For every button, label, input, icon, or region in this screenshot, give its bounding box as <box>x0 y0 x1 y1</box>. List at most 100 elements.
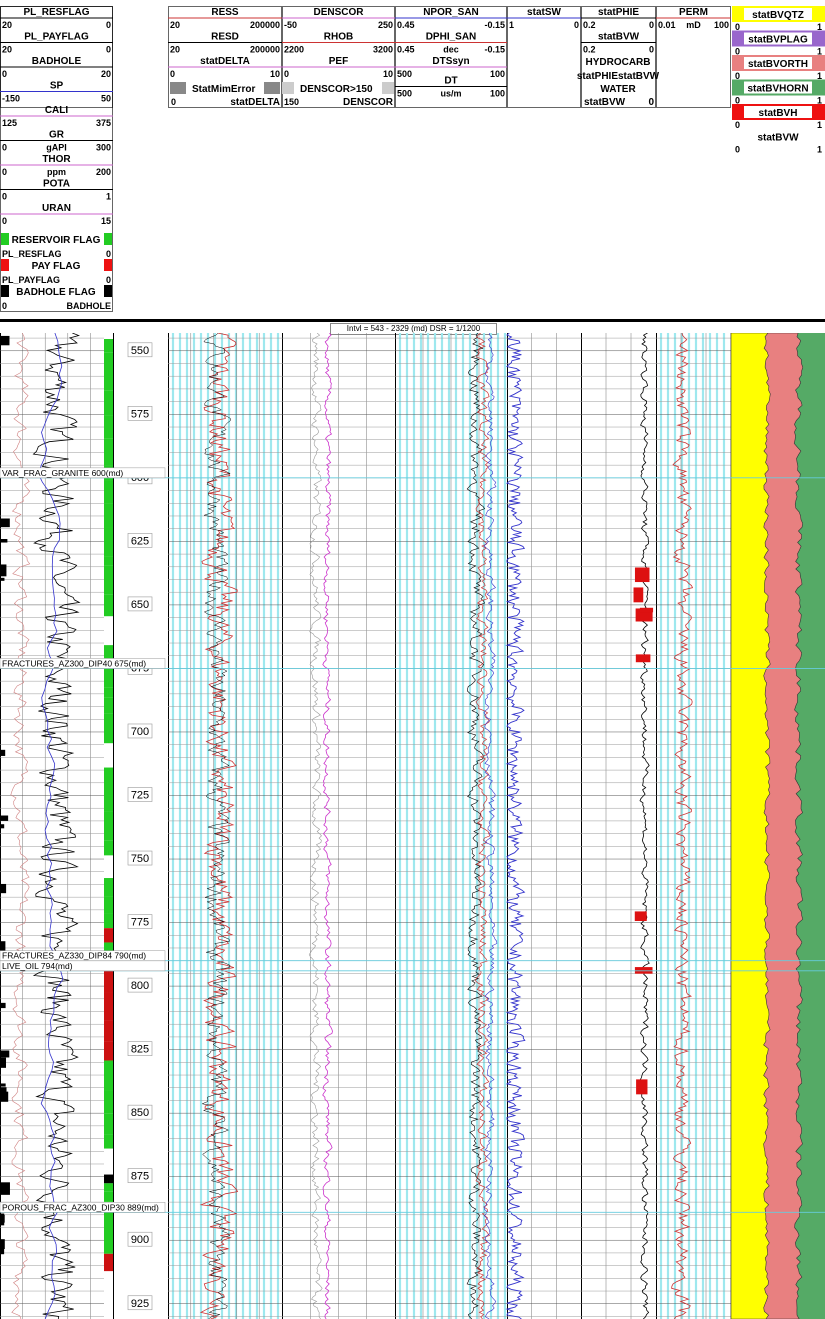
flag-strip-seg <box>104 1020 113 1042</box>
hydrocarb-fill <box>639 607 654 613</box>
marker-label-box <box>0 467 166 479</box>
flag-strip-seg <box>104 660 113 688</box>
badhole-mark <box>0 883 7 894</box>
flag-strip-seg <box>104 594 113 617</box>
mineral-name-1: statBVPLAG <box>748 35 808 46</box>
hdr-left-7-max: 1 <box>106 192 111 202</box>
badhole-mark <box>0 518 10 528</box>
marker-label: LIVE_OIL 794(md) <box>2 961 73 971</box>
depth-label-box <box>127 1231 153 1247</box>
depth-label-box <box>127 1041 153 1056</box>
mineral-box-2 <box>744 57 812 69</box>
flag-swatch-left-2 <box>1 285 9 297</box>
hdr-ress-0-title: RESS <box>211 7 239 18</box>
hdr-left-5-title: GR <box>49 130 65 141</box>
depth-tick-label: 875 <box>131 1171 149 1183</box>
flag-strip-seg <box>104 878 113 897</box>
legend-statdelta: statDELTA <box>230 97 280 108</box>
flag-strip-seg <box>104 1060 113 1091</box>
perm-curve <box>671 333 694 1319</box>
mineral-max-4: 1 <box>817 120 822 130</box>
header-col-frame <box>168 6 282 108</box>
hydrocarb-fill <box>634 911 647 922</box>
dt-curve <box>466 333 486 1319</box>
legend-min-a: 0 <box>171 97 176 107</box>
log-tracks: 5505756006256506757007257507758008258508… <box>0 333 825 1319</box>
hdr-ress-1-min: 20 <box>170 45 180 55</box>
badhole-mark <box>0 577 5 581</box>
hdr-left-1-min: 20 <box>2 45 12 55</box>
hdr-left-2-min: 0 <box>2 69 7 79</box>
flag-swatch-right-1 <box>104 259 112 271</box>
hdr-npor-1-min: 0.45 <box>397 45 415 55</box>
flag-strip-seg <box>104 697 113 714</box>
hdr-npor-0-title: NPOR_SAN <box>423 7 479 18</box>
flag-strip-seg <box>104 1280 113 1309</box>
hdr-left-1-max: 0 <box>106 45 111 55</box>
flag-title-2: BADHOLE FLAG <box>16 287 96 298</box>
depth-tick-label: 650 <box>131 599 149 611</box>
hdr-ress-2-min: 0 <box>170 69 175 79</box>
marker-label: FRACTURES_AZ300_DIP40 675(md) <box>2 658 146 668</box>
hdr-perm-title: PERM <box>679 7 708 18</box>
depth-tick-label: 725 <box>131 790 149 802</box>
hdr-npor-2-min: 500 <box>397 69 412 79</box>
header-col-frame <box>507 6 581 108</box>
flag-title-0: RESERVOIR FLAG <box>12 235 101 246</box>
flag-name-0: PL_RESFLAG <box>2 249 62 259</box>
hdr-left-8-max: 15 <box>101 216 111 226</box>
water-sub: statBVW <box>584 97 626 108</box>
hdr-npor-2-max: 100 <box>490 69 505 79</box>
depth-tick-label: 775 <box>131 917 149 929</box>
badhole-mark <box>0 1091 9 1102</box>
mineral-min-2: 0 <box>735 71 740 81</box>
hdr-left-2-max: 20 <box>101 69 111 79</box>
mineral-min-5: 0 <box>735 145 740 155</box>
hdr-left-3-max: 50 <box>101 94 111 104</box>
hdr-npor-1-unit: dec <box>443 45 459 55</box>
hdr-left-4-min: 125 <box>2 118 17 128</box>
mineral-max-0: 1 <box>817 22 822 32</box>
hydrocarb-fill <box>633 587 644 603</box>
hdr-dens-2-min: 0 <box>284 69 289 79</box>
badhole-mark <box>0 1057 7 1068</box>
hdr-dens-1-max: 3200 <box>373 45 393 55</box>
flag-strip-seg <box>104 855 113 879</box>
hdr-phie-0-title: statPHIE <box>598 7 639 18</box>
mineral-box-0 <box>744 8 812 20</box>
ress-curve <box>199 333 239 1319</box>
flag-strip-seg <box>104 743 113 768</box>
badhole-mark <box>0 539 8 543</box>
hdr-left-6-min: 0 <box>2 167 7 177</box>
hdr-ress-1-max: 200000 <box>250 45 280 55</box>
pef-curve <box>308 333 323 1319</box>
flag-strip-seg <box>104 339 113 353</box>
marker-label: FRACTURES_AZ330_DIP84 790(md) <box>2 951 146 961</box>
badhole-mark <box>0 1083 6 1087</box>
thor-curve <box>10 333 31 1319</box>
flag-strip-seg <box>104 896 113 914</box>
flag-max-1: 0 <box>106 275 111 285</box>
flag-strip-seg <box>104 1148 113 1175</box>
marker-label-box <box>0 1202 166 1213</box>
mineral-min-0: 0 <box>735 22 740 32</box>
hdr-sw-title: statSW <box>527 7 561 18</box>
hdr-phie-1-max: 0 <box>649 45 654 55</box>
depth-label-box <box>127 342 153 358</box>
depth-tick-label: 550 <box>131 345 149 357</box>
badhole-mark <box>0 335 10 346</box>
hdr-ress-0-min: 20 <box>170 20 180 30</box>
hdr-perm-unit: mD <box>686 20 701 30</box>
flag-strip-seg <box>104 1090 113 1114</box>
water-label: WATER <box>600 84 636 95</box>
flag-strip-seg <box>104 1134 113 1149</box>
flag-strip-seg <box>104 1174 113 1184</box>
hdr-left-0-min: 20 <box>2 20 12 30</box>
depth-label-box <box>127 1295 153 1311</box>
legend-staterr: StatMimError <box>192 84 255 95</box>
depth-label-box <box>127 596 153 612</box>
flag-min-2: 0 <box>2 301 7 311</box>
flag-strip-seg <box>104 438 113 466</box>
dphi-curve <box>475 333 491 1319</box>
mineral-max-5: 1 <box>817 145 822 155</box>
